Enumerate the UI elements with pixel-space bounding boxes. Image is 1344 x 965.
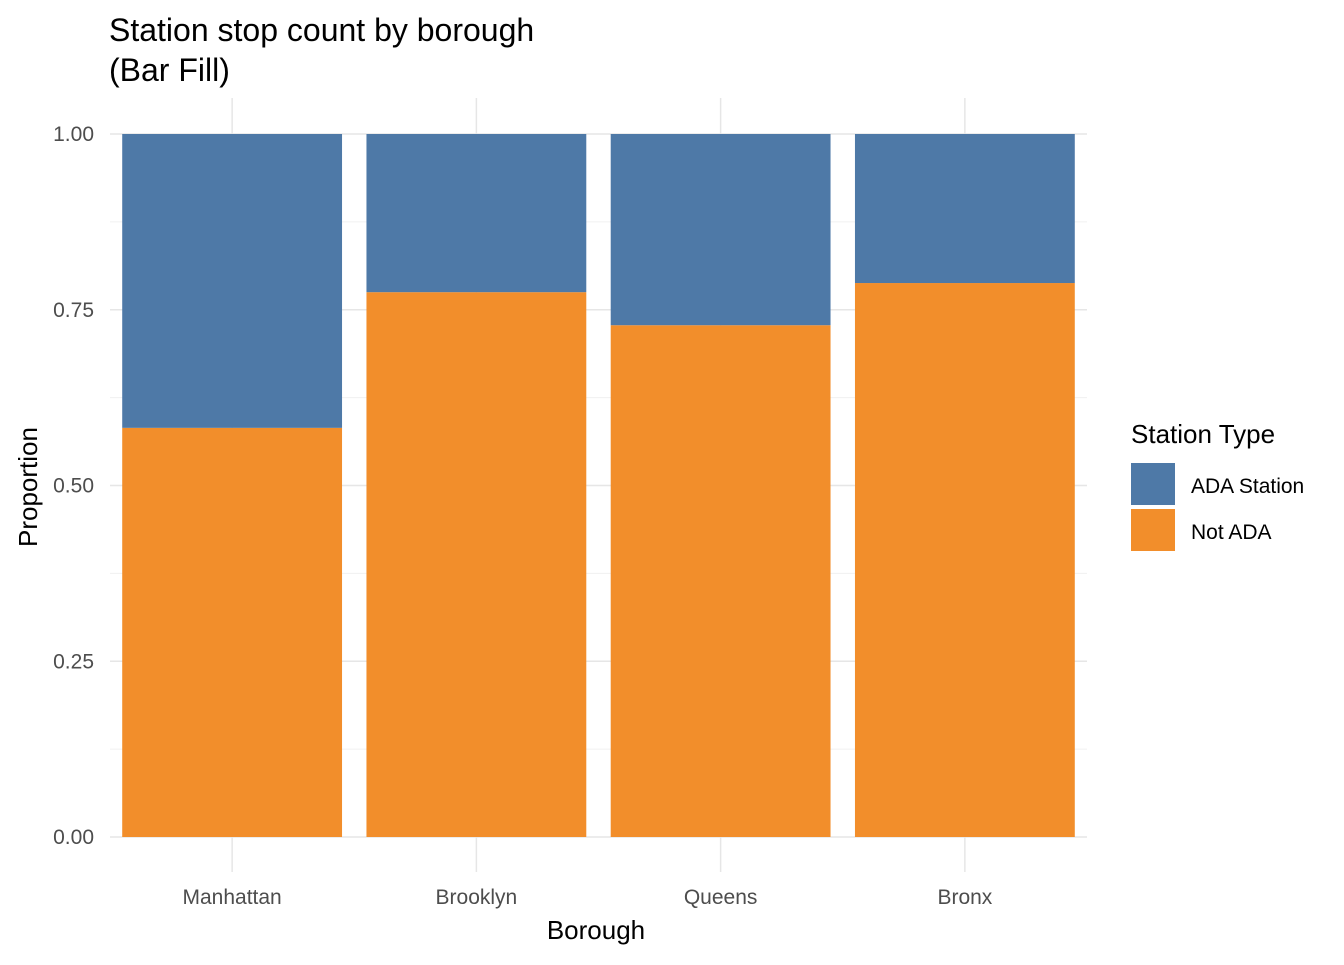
legend: Station Type ADA Station Not ADA — [1131, 419, 1304, 551]
y-tick-label: 0.25 — [53, 650, 94, 673]
bar-brooklyn-ada-station — [366, 134, 587, 293]
bar-brooklyn-not-ada — [366, 292, 587, 837]
bar-bronx-not-ada — [854, 283, 1075, 837]
ticks-layer: 0.00 0.25 0.50 0.75 1.00 Manhattan Brooklyn Que… — [53, 123, 993, 909]
y-tick-label: 1.00 — [53, 123, 94, 146]
x-tick-label: Manhattan — [183, 886, 282, 909]
x-tick-label: Queens — [684, 886, 758, 909]
x-tick-label: Bronx — [937, 886, 992, 909]
bars-layer — [122, 134, 1075, 837]
x-tick-label: Brooklyn — [436, 886, 518, 909]
chart-subtitle: (Bar Fill) — [109, 52, 230, 88]
bar-bronx-ada-station — [854, 134, 1075, 284]
y-tick-label: 0.50 — [53, 475, 94, 498]
bar-manhattan-ada-station — [122, 134, 343, 428]
bar-queens-ada-station — [610, 134, 831, 326]
legend-swatch-ada-station — [1131, 463, 1175, 505]
chart-title: Station stop count by borough — [109, 12, 534, 48]
bar-manhattan-not-ada — [122, 427, 343, 837]
legend-label-ada-station: ADA Station — [1191, 475, 1304, 498]
legend-title: Station Type — [1131, 419, 1275, 449]
legend-label-not-ada: Not ADA — [1191, 521, 1272, 544]
y-tick-label: 0.00 — [53, 826, 94, 849]
y-axis-title: Proportion — [13, 427, 43, 547]
legend-swatch-not-ada — [1131, 509, 1175, 551]
bar-queens-not-ada — [610, 325, 831, 837]
x-axis-title: Borough — [547, 915, 645, 945]
y-tick-label: 0.75 — [53, 299, 94, 322]
